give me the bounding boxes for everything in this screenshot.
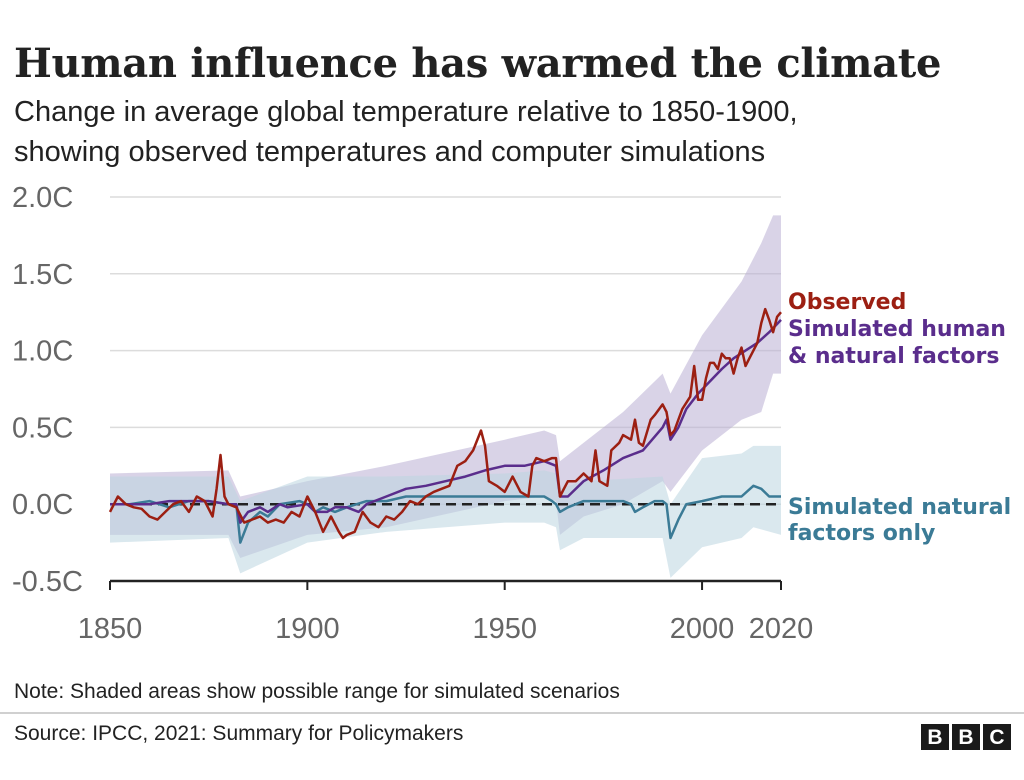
footer-divider <box>0 712 1024 714</box>
series-label-3-line-1: Simulated natural <box>788 495 1011 520</box>
x-tick-label-1: 1900 <box>275 613 340 645</box>
chart-note: Note: Shaded areas show possible range f… <box>14 680 620 703</box>
x-tick-labels: 1850 1900 1950 2000 2020 <box>78 613 814 645</box>
series-line-1 <box>108 307 782 540</box>
x-tick-label-2: 1950 <box>472 613 537 645</box>
y-tick-label-1: 0.0C <box>12 489 73 521</box>
series-label-1-line-1: Observed <box>788 290 906 315</box>
series-label-2-line-2: & natural factors <box>788 344 999 369</box>
y-tick-label-5: 2.0C <box>12 182 73 214</box>
x-tick-label-3: 2000 <box>670 613 735 645</box>
y-tick-label-0: -0.5C <box>12 566 83 598</box>
bbc-logo-letter-2: B <box>952 724 980 750</box>
series-label-3-line-2: factors only <box>788 521 935 546</box>
x-tick-label-4: 2020 <box>749 613 814 645</box>
series-label-2-line-1: Simulated human <box>788 317 1006 342</box>
bbc-logo-letter-1: B <box>921 724 949 750</box>
series-line-3 <box>110 484 781 544</box>
y-tick-label-3: 1.0C <box>12 336 73 368</box>
bbc-logo-letter-3: C <box>983 724 1011 750</box>
y-tick-labels: -0.5C 0.0C 0.5C 1.0C 1.5C 2.0C <box>12 182 83 598</box>
range-band-2 <box>110 445 781 578</box>
series-lines <box>108 307 782 544</box>
chart-subtitle-line-2: showing observed temperatures and comput… <box>14 136 766 168</box>
bbc-logo: B B C <box>921 724 1011 750</box>
x-axis <box>109 579 782 590</box>
y-tick-label-4: 1.5C <box>12 259 73 291</box>
climate-chart: -0.5C 0.0C 0.5C 1.0C 1.5C 2.0C 1850 1900 1950 20… <box>12 182 1011 645</box>
chart-source: Source: IPCC, 2021: Summary for Policyma… <box>14 722 464 745</box>
x-tick-label-0: 1850 <box>78 613 143 645</box>
y-tick-label-2: 0.5C <box>12 412 73 444</box>
chart-title: Human influence has warmed the climate <box>14 40 942 87</box>
range-bands <box>110 215 781 578</box>
range-band-1 <box>110 215 781 558</box>
series-line-2 <box>110 319 782 524</box>
chart-subtitle-line-1: Change in average global temperature rel… <box>14 96 798 128</box>
